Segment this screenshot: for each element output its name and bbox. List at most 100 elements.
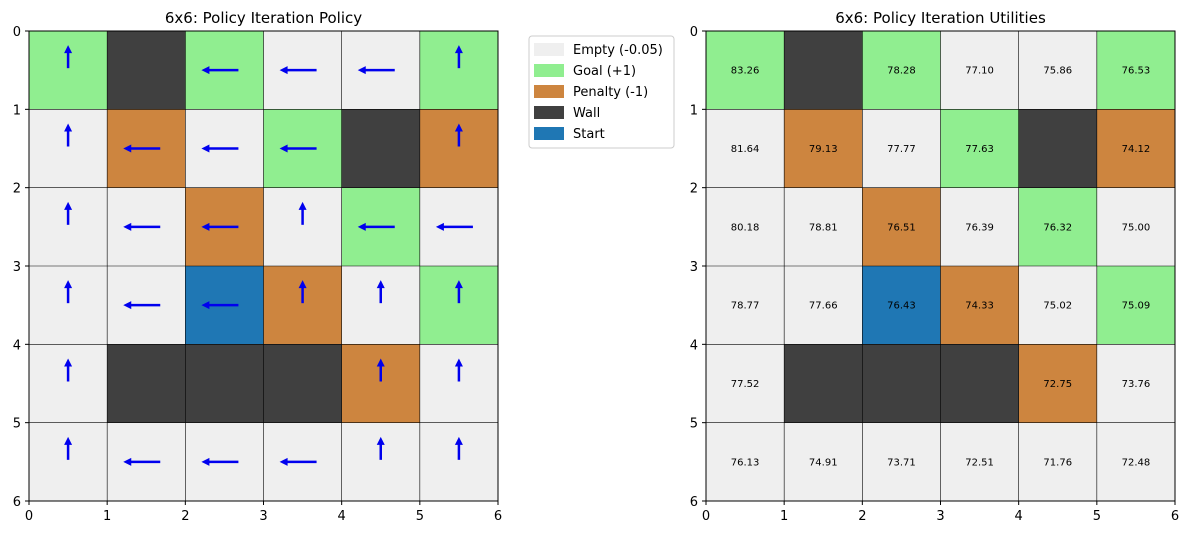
x-tick-label: 3 bbox=[259, 509, 267, 524]
cell-wall bbox=[341, 109, 420, 188]
policy-arrow-left bbox=[279, 144, 317, 153]
utility-value-label: 74.91 bbox=[809, 457, 838, 468]
x-tick-label: 5 bbox=[416, 509, 424, 524]
y-tick-label: 5 bbox=[690, 417, 698, 432]
policy-arrow-up bbox=[64, 358, 73, 382]
cell-empty bbox=[1096, 187, 1175, 266]
cell-empty bbox=[784, 422, 863, 501]
legend-items: Empty (-0.05) Goal (+1) Penalty (-1) Wall St… bbox=[534, 43, 663, 142]
utility-value-label: 73.76 bbox=[1122, 379, 1151, 390]
cell-empty bbox=[263, 187, 342, 266]
policy-gridlines bbox=[29, 31, 498, 501]
utility-value-label: 77.52 bbox=[731, 379, 760, 390]
policy-arrow-left bbox=[435, 222, 473, 231]
utility-value-label: 78.28 bbox=[887, 66, 916, 77]
policy-panel: 6x6: Policy Iteration Policy 0 1 2 3 4 5 6 0 1 2… bbox=[13, 9, 502, 524]
cell-penalty bbox=[263, 266, 342, 345]
policy-arrow-up bbox=[64, 436, 73, 460]
x-tick-label: 0 bbox=[25, 509, 33, 524]
utility-value-label: 77.77 bbox=[887, 144, 916, 155]
legend-frame bbox=[528, 35, 675, 149]
utilities-panel: 6x6: Policy Iteration Utilities 83.26 78.… bbox=[690, 9, 1179, 524]
y-tick-label: 4 bbox=[690, 338, 698, 353]
utility-value-label: 78.77 bbox=[731, 301, 760, 312]
cell-empty bbox=[341, 266, 420, 345]
cell-goal bbox=[1018, 187, 1097, 266]
cell-empty bbox=[1018, 31, 1097, 110]
policy-arrow-up bbox=[64, 201, 73, 225]
utility-value-label: 80.18 bbox=[731, 222, 760, 233]
cell-empty bbox=[784, 266, 863, 345]
legend: Empty (-0.05) Goal (+1) Penalty (-1) Wall St… bbox=[528, 35, 675, 149]
cell-empty bbox=[29, 109, 108, 188]
utility-value-label: 72.75 bbox=[1043, 379, 1072, 390]
policy-arrow-left bbox=[279, 457, 317, 466]
policy-arrow-left bbox=[201, 66, 239, 75]
policy-arrow-up bbox=[454, 280, 463, 304]
legend-swatch-empty bbox=[534, 43, 564, 56]
utility-value-label: 73.71 bbox=[887, 457, 916, 468]
x-tick-label: 5 bbox=[1093, 509, 1101, 524]
cell-goal bbox=[1096, 266, 1175, 345]
policy-arrow-up bbox=[64, 280, 73, 304]
utility-value-label: 76.32 bbox=[1043, 222, 1072, 233]
x-tick-label: 4 bbox=[338, 509, 346, 524]
cell-goal bbox=[706, 31, 785, 110]
y-tick-label: 6 bbox=[13, 495, 21, 510]
policy-arrows bbox=[64, 45, 473, 466]
policy-arrow-left bbox=[201, 222, 239, 231]
policy-arrow-left bbox=[123, 144, 161, 153]
cell-wall bbox=[784, 344, 863, 423]
cell-penalty bbox=[1096, 109, 1175, 188]
cell-wall bbox=[107, 344, 186, 423]
cell-wall bbox=[185, 344, 264, 423]
legend-swatch-penalty bbox=[534, 85, 564, 98]
x-tick-label: 2 bbox=[181, 509, 189, 524]
cell-empty bbox=[29, 187, 108, 266]
policy-arrow-up bbox=[298, 201, 307, 225]
policy-x-ticks: 0 1 2 3 4 5 6 bbox=[25, 501, 502, 524]
policy-arrow-up bbox=[298, 280, 307, 304]
cell-empty bbox=[706, 109, 785, 188]
y-tick-label: 3 bbox=[690, 260, 698, 275]
cell-goal bbox=[29, 31, 108, 110]
cell-empty bbox=[940, 187, 1019, 266]
cell-empty bbox=[419, 422, 498, 501]
policy-arrow-up bbox=[454, 358, 463, 382]
utility-value-label: 76.13 bbox=[731, 457, 760, 468]
cell-penalty bbox=[784, 109, 863, 188]
utility-value-label: 75.02 bbox=[1043, 301, 1072, 312]
utilities-gridlines bbox=[706, 31, 1175, 501]
legend-label-empty: Empty (-0.05) bbox=[573, 43, 663, 58]
policy-arrow-left bbox=[201, 301, 239, 310]
cell-wall bbox=[862, 344, 941, 423]
utilities-y-ticks: 0 1 2 3 4 5 6 bbox=[690, 25, 706, 510]
cell-penalty bbox=[419, 109, 498, 188]
cell-empty bbox=[1018, 422, 1097, 501]
utility-value-label: 75.09 bbox=[1122, 301, 1151, 312]
policy-y-ticks: 0 1 2 3 4 5 6 bbox=[13, 25, 29, 510]
cell-goal bbox=[862, 31, 941, 110]
utilities-value-labels: 83.26 78.28 77.10 75.86 76.53 81.64 79.13 77.77… bbox=[731, 66, 1150, 469]
policy-arrow-up bbox=[454, 45, 463, 69]
cell-wall bbox=[107, 31, 186, 110]
policy-arrow-up bbox=[376, 280, 385, 304]
utility-value-label: 83.26 bbox=[731, 66, 760, 77]
y-tick-label: 0 bbox=[13, 25, 21, 40]
cell-empty bbox=[29, 266, 108, 345]
legend-swatch-wall bbox=[534, 106, 564, 119]
y-tick-label: 0 bbox=[690, 25, 698, 40]
policy-arrow-left bbox=[123, 457, 161, 466]
cell-wall bbox=[1018, 109, 1097, 188]
policy-arrow-left bbox=[201, 457, 239, 466]
utility-value-label: 77.63 bbox=[965, 144, 994, 155]
policy-arrow-left bbox=[357, 66, 395, 75]
y-tick-label: 1 bbox=[13, 103, 21, 118]
legend-label-wall: Wall bbox=[573, 106, 600, 121]
utility-value-label: 81.64 bbox=[731, 144, 760, 155]
legend-swatch-goal bbox=[534, 64, 564, 77]
y-tick-label: 2 bbox=[690, 182, 698, 197]
policy-arrow-left bbox=[279, 66, 317, 75]
utility-value-label: 77.10 bbox=[965, 66, 994, 77]
x-tick-label: 6 bbox=[494, 509, 502, 524]
